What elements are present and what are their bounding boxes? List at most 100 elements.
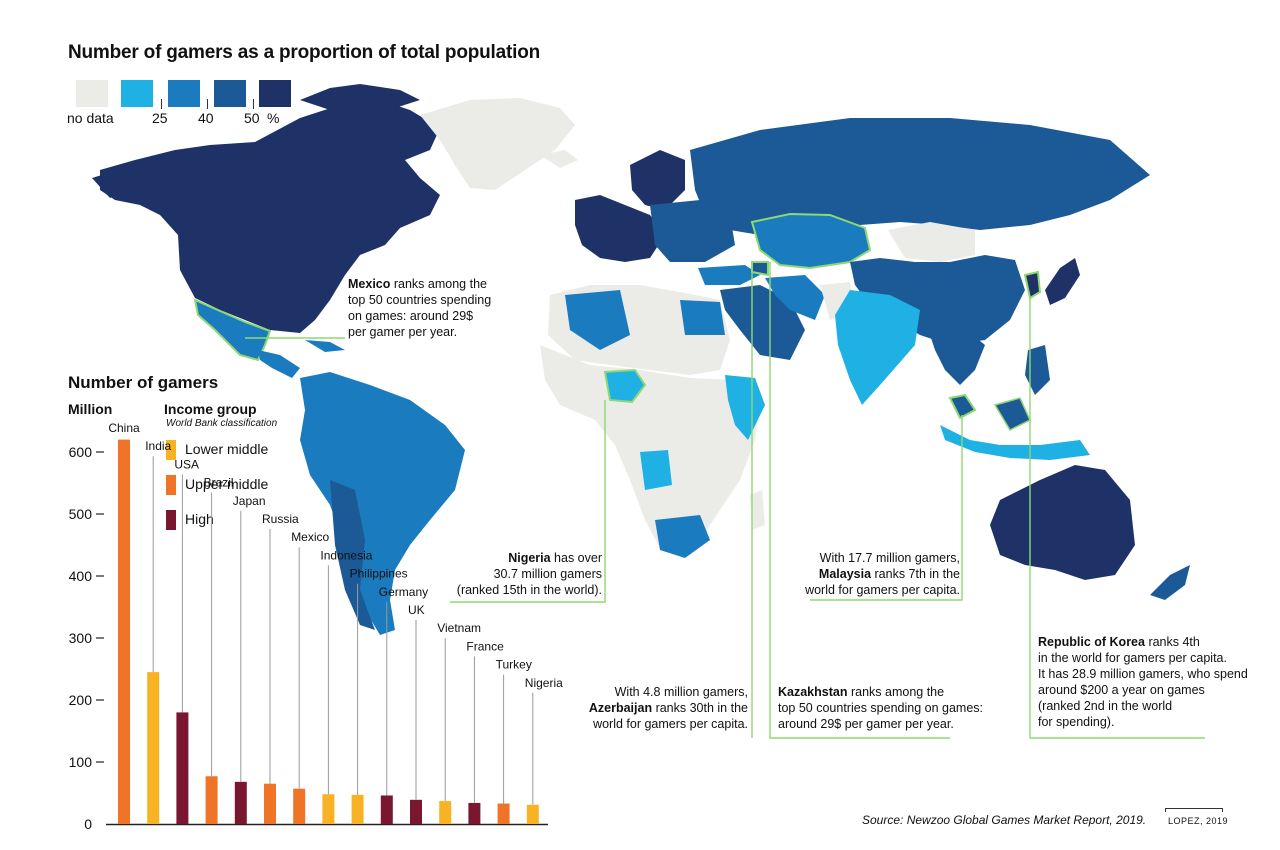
legend-tick: [253, 99, 254, 109]
map-alaska-west: [92, 170, 128, 198]
bar-china: [118, 439, 130, 824]
y-tick-label: 0: [84, 816, 92, 832]
bar-label: France: [466, 639, 504, 653]
map-title: Number of gamers as a proportion of tota…: [68, 42, 541, 63]
map-india: [835, 290, 920, 405]
legend-unit: %: [267, 110, 280, 126]
bar-vietnam: [439, 801, 452, 824]
bar-turkey: [497, 803, 510, 824]
annotation-korea: Republic of Korea ranks 4th in the world…: [1038, 634, 1273, 730]
map-indonesia: [940, 425, 1090, 460]
map-egypt: [680, 300, 725, 335]
y-tick-label: 100: [69, 754, 93, 770]
annotation-text: With 4.8 million gamers,: [614, 685, 748, 699]
map-angola: [640, 450, 672, 490]
map-africa-central: [540, 345, 760, 555]
bar-label: Brazil: [204, 476, 234, 490]
bar-label: Mexico: [291, 530, 329, 544]
map-iran: [765, 275, 825, 320]
map-greenland: [420, 98, 575, 190]
legend-swatch-lt25: [121, 80, 153, 107]
legend-tick-label: 50: [244, 110, 260, 126]
bar-usa: [176, 712, 189, 824]
map-south-america-south: [330, 480, 375, 630]
bar-mexico: [293, 788, 306, 824]
annotation-text: ranks among the: [847, 685, 945, 699]
y-tick-label: 600: [69, 444, 93, 460]
map-china: [850, 255, 1025, 345]
annotation-text: ranks among the: [390, 277, 487, 291]
map-new-zealand: [1150, 565, 1190, 600]
annotation-text: ranks 4th: [1144, 635, 1200, 649]
credit: LOPEZ, 2019: [1168, 816, 1229, 826]
annotation-text: in the world for gamers per capita.: [1038, 651, 1227, 665]
annotation-text: With 17.7 million gamers,: [819, 551, 960, 565]
chart-unit: Million: [68, 401, 113, 417]
y-tick-label: 300: [69, 630, 93, 646]
bar-brazil: [205, 776, 218, 824]
annotation-text: around $200 a year on games: [1038, 683, 1205, 697]
legend-tick-label: 40: [198, 110, 214, 126]
bar-label: Turkey: [496, 658, 532, 672]
map-mexico: [193, 298, 272, 362]
annotation-text: per gamer per year.: [348, 325, 458, 339]
bar-japan: [234, 781, 247, 824]
annotation-country: Republic of Korea: [1038, 635, 1145, 649]
bar-label: Japan: [233, 494, 266, 508]
bar-label: Vietnam: [437, 621, 481, 635]
map-algeria: [565, 290, 630, 350]
map-nigeria: [603, 368, 647, 404]
map-malaysia: [948, 393, 977, 420]
annotation-text: top 50 countries spending: [348, 293, 492, 307]
map-caribbean: [305, 340, 345, 352]
map-mongolia: [888, 222, 975, 262]
bar-label: China: [108, 421, 140, 435]
bar-label: Russia: [262, 512, 299, 526]
map-australia: [990, 465, 1135, 580]
annotation-nigeria: Nigeria has over 30.7 million gamers (ra…: [452, 550, 602, 598]
leader-lines: [245, 262, 1205, 739]
annotation-text: on games: around 29$: [348, 309, 474, 323]
annotation-text: (ranked 15th in the world).: [456, 583, 602, 597]
bar-label: India: [145, 439, 171, 453]
annotation-text: for spending).: [1038, 715, 1115, 729]
map-east-africa: [725, 375, 765, 440]
annotation-text: 30.7 million gamers: [493, 567, 602, 581]
income-label-high: High: [185, 511, 214, 527]
annotation-text: top 50 countries spending on games:: [778, 701, 983, 715]
map-scandinavia: [630, 150, 685, 210]
annotation-text: (ranked 2nd in the world: [1038, 699, 1173, 713]
legend-no-data-label: no data: [67, 110, 114, 126]
map-canada-islands: [300, 84, 420, 110]
annotation-text: It has 28.9 million gamers, who spend: [1038, 667, 1248, 681]
map-south-america: [300, 372, 465, 635]
map-korea: [1023, 270, 1042, 300]
map-madagascar: [750, 490, 765, 530]
bar-russia: [264, 783, 276, 824]
legend-swatch-gt50: [259, 80, 291, 107]
source-note: Source: Newzoo Global Games Market Repor…: [862, 813, 1147, 827]
map-central-america: [258, 350, 300, 378]
annotation-mexico: Mexico ranks among the top 50 countries …: [348, 276, 518, 340]
annotation-text: world for gamers per capita.: [593, 717, 748, 731]
income-label-upper-middle: Upper middle: [185, 476, 269, 492]
income-swatch-lower-middle: [166, 440, 176, 460]
map-europe-west: [575, 195, 665, 262]
annotation-malaysia: With 17.7 million gamers, Malaysia ranks…: [800, 550, 960, 598]
legend-swatch-no-data: [76, 80, 108, 107]
annotation-country: Kazakhstan: [778, 685, 848, 699]
map-se-asia: [925, 320, 985, 385]
bar-uk: [410, 799, 422, 824]
bar-philippines: [351, 794, 364, 824]
bar-france: [468, 802, 481, 824]
bar-label: UK: [408, 603, 425, 617]
legend-tick: [207, 99, 208, 109]
annotation-kazakhstan: Kazakhstan ranks among the top 50 countr…: [778, 684, 993, 732]
map-japan: [1045, 258, 1080, 305]
bar-label: USA: [174, 457, 199, 471]
annotation-country: Mexico: [348, 277, 391, 291]
bar-nigeria: [526, 804, 539, 824]
income-label-lower-middle: Lower middle: [185, 441, 269, 457]
map-philippines: [1025, 345, 1050, 395]
